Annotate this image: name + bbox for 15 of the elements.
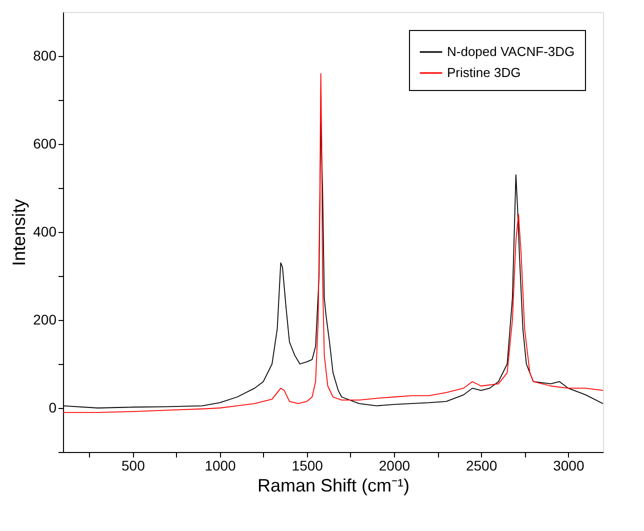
y-tick-label: 200 bbox=[33, 312, 57, 328]
y-tick-label: 0 bbox=[48, 400, 57, 416]
x-tick-label: 1000 bbox=[204, 458, 236, 474]
y-tick-label: 800 bbox=[33, 48, 57, 64]
legend-label: Pristine 3DG bbox=[447, 65, 521, 80]
x-axis-title: Raman Shift (cm⁻¹) bbox=[257, 476, 410, 496]
y-tick-label: 600 bbox=[33, 136, 57, 152]
x-tick-label: 1500 bbox=[292, 458, 324, 474]
x-tick-label: 500 bbox=[122, 458, 146, 474]
x-tick-label: 2000 bbox=[378, 458, 410, 474]
legend-label: N-doped VACNF-3DG bbox=[447, 44, 575, 59]
y-axis-title: Intensity bbox=[9, 198, 30, 266]
x-tick-label: 2500 bbox=[466, 458, 498, 474]
x-tick-label: 3000 bbox=[553, 458, 584, 474]
y-tick-label: 400 bbox=[33, 224, 57, 240]
